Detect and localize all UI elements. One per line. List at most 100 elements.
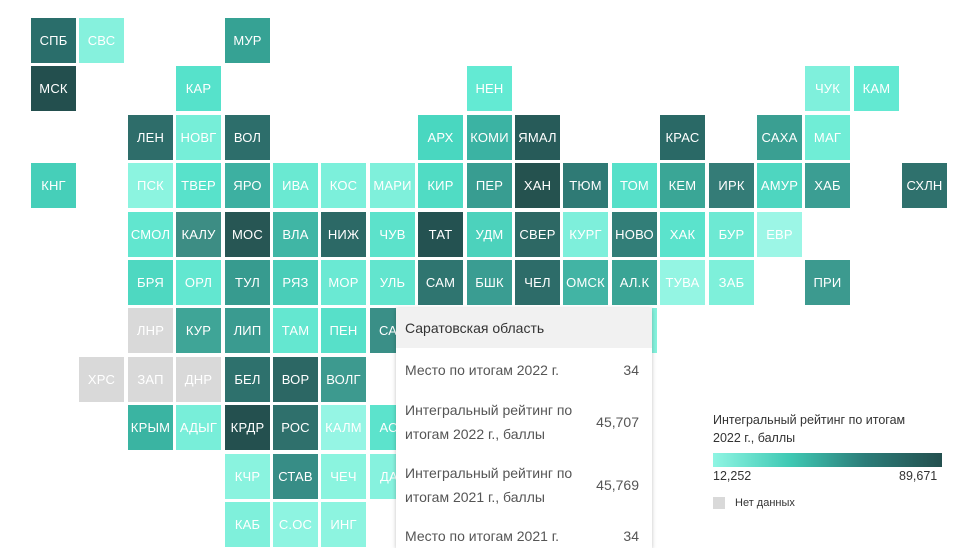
region-tile-17[interactable]: МАГ — [805, 115, 850, 160]
region-tile-38[interactable]: ВЛА — [273, 212, 318, 257]
region-tile-29[interactable]: ТОМ — [612, 163, 657, 208]
region-tile-25[interactable]: КИР — [418, 163, 463, 208]
region-tile-41[interactable]: ТАТ — [418, 212, 463, 257]
region-tile-67[interactable]: ПЕН — [321, 308, 366, 353]
tooltip-region-name: Саратовская область — [396, 308, 652, 348]
region-tile-12[interactable]: АРХ — [418, 115, 463, 160]
region-tooltip: Саратовская область Место по итогам 2022… — [396, 308, 652, 548]
region-tile-89[interactable]: ИНГ — [321, 502, 366, 547]
region-tile-9[interactable]: ЛЕН — [128, 115, 173, 160]
region-tile-58[interactable]: ОМСК — [563, 260, 608, 305]
tooltip-row-label: Место по итогам 2021 г. — [405, 528, 560, 544]
region-tile-59[interactable]: АЛ.К — [612, 260, 657, 305]
region-tile-40[interactable]: ЧУВ — [370, 212, 415, 257]
tooltip-row-label: Место по итогам 2022 г. — [405, 362, 560, 378]
region-tile-45[interactable]: НОВО — [612, 212, 657, 257]
region-tile-44[interactable]: КУРГ — [563, 212, 608, 257]
region-tile-19[interactable]: ПСК — [128, 163, 173, 208]
region-tile-57[interactable]: ЧЕЛ — [515, 260, 560, 305]
region-tile-64[interactable]: КУР — [176, 308, 221, 353]
region-tile-35[interactable]: СМОЛ — [128, 212, 173, 257]
region-tile-36[interactable]: КАЛУ — [176, 212, 221, 257]
region-tile-61[interactable]: ЗАБ — [709, 260, 754, 305]
region-tile-60[interactable]: ТУВА — [660, 260, 705, 305]
region-tile-8[interactable]: КАМ — [854, 66, 899, 111]
region-tile-87[interactable]: КАБ — [225, 502, 270, 547]
region-tile-39[interactable]: НИЖ — [321, 212, 366, 257]
legend-title: Интегральный рейтинг по итогам 2022 г., … — [713, 413, 906, 445]
region-tile-21[interactable]: ЯРО — [225, 163, 270, 208]
tooltip-row-value: 34 — [623, 362, 639, 378]
legend-scale: 12,252 89,671 — [713, 469, 953, 487]
region-tile-65[interactable]: ЛИП — [225, 308, 270, 353]
region-tile-30[interactable]: КЕМ — [660, 163, 705, 208]
region-tile-63[interactable]: ЛНР — [128, 308, 173, 353]
region-tile-78[interactable]: АДЫГ — [176, 405, 221, 450]
region-tile-50[interactable]: ОРЛ — [176, 260, 221, 305]
region-tile-33[interactable]: ХАБ — [805, 163, 850, 208]
region-tile-32[interactable]: АМУР — [757, 163, 802, 208]
region-tile-62[interactable]: ПРИ — [805, 260, 850, 305]
tooltip-row-value: 45,707 — [596, 414, 639, 430]
region-tile-88[interactable]: С.ОС — [273, 502, 318, 547]
region-tile-56[interactable]: БШК — [467, 260, 512, 305]
region-tile-27[interactable]: ХАН — [515, 163, 560, 208]
region-tile-37[interactable]: МОС — [225, 212, 270, 257]
region-tile-76[interactable]: ВОЛГ — [321, 357, 366, 402]
region-tile-1[interactable]: СПБ — [31, 18, 76, 63]
region-tile-73[interactable]: ДНР — [176, 357, 221, 402]
region-tile-2[interactable]: СВС — [79, 18, 124, 63]
region-tile-34[interactable]: СХЛН — [902, 163, 947, 208]
region-tile-42[interactable]: УДМ — [467, 212, 512, 257]
region-tile-43[interactable]: СВЕР — [515, 212, 560, 257]
region-tile-74[interactable]: БЕЛ — [225, 357, 270, 402]
region-tile-3[interactable]: МУР — [225, 18, 270, 63]
region-tile-18[interactable]: КНГ — [31, 163, 76, 208]
tooltip-row-value: 34 — [623, 528, 639, 544]
region-tile-72[interactable]: ЗАП — [128, 357, 173, 402]
region-tile-47[interactable]: БУР — [709, 212, 754, 257]
region-tile-5[interactable]: КАР — [176, 66, 221, 111]
region-tile-23[interactable]: КОС — [321, 163, 366, 208]
region-tile-55[interactable]: САМ — [418, 260, 463, 305]
region-tile-85[interactable]: ЧЕЧ — [321, 454, 366, 499]
region-tile-22[interactable]: ИВА — [273, 163, 318, 208]
region-tile-11[interactable]: ВОЛ — [225, 115, 270, 160]
region-tile-75[interactable]: ВОР — [273, 357, 318, 402]
tooltip-row-value: 45,769 — [596, 477, 639, 493]
region-tile-81[interactable]: КАЛМ — [321, 405, 366, 450]
region-tile-15[interactable]: КРАС — [660, 115, 705, 160]
tooltip-row-label: Интегральный рейтинг по итогам 2022 г., … — [405, 402, 573, 442]
tooltip-row-label: Интегральный рейтинг по итогам 2021 г., … — [405, 465, 573, 505]
region-tile-48[interactable]: ЕВР — [757, 212, 802, 257]
region-tile-13[interactable]: КОМИ — [467, 115, 512, 160]
region-tile-20[interactable]: ТВЕР — [176, 163, 221, 208]
region-tile-66[interactable]: ТАМ — [273, 308, 318, 353]
region-tile-24[interactable]: МАРИ — [370, 163, 415, 208]
no-data-swatch — [713, 497, 725, 509]
region-tile-80[interactable]: РОС — [273, 405, 318, 450]
region-tile-26[interactable]: ПЕР — [467, 163, 512, 208]
region-tile-28[interactable]: ТЮМ — [563, 163, 608, 208]
region-tile-84[interactable]: СТАВ — [273, 454, 318, 499]
region-tile-71[interactable]: ХРС — [79, 357, 124, 402]
region-tile-10[interactable]: НОВГ — [176, 115, 221, 160]
region-tile-49[interactable]: БРЯ — [128, 260, 173, 305]
region-tile-52[interactable]: РЯЗ — [273, 260, 318, 305]
region-tile-79[interactable]: КРДР — [225, 405, 270, 450]
region-tile-51[interactable]: ТУЛ — [225, 260, 270, 305]
region-tile-77[interactable]: КРЫМ — [128, 405, 173, 450]
region-tile-6[interactable]: НЕН — [467, 66, 512, 111]
region-tile-16[interactable]: САХА — [757, 115, 802, 160]
region-tile-83[interactable]: КЧР — [225, 454, 270, 499]
region-tile-14[interactable]: ЯМАЛ — [515, 115, 560, 160]
region-tile-4[interactable]: МСК — [31, 66, 76, 111]
region-tile-54[interactable]: УЛЬ — [370, 260, 415, 305]
color-legend: Интегральный рейтинг по итогам 2022 г., … — [713, 411, 953, 509]
region-tile-31[interactable]: ИРК — [709, 163, 754, 208]
region-tile-53[interactable]: МОР — [321, 260, 366, 305]
region-tile-7[interactable]: ЧУК — [805, 66, 850, 111]
region-tile-46[interactable]: ХАК — [660, 212, 705, 257]
tooltip-row: Место по итогам 2022 г. 34 — [405, 358, 645, 382]
